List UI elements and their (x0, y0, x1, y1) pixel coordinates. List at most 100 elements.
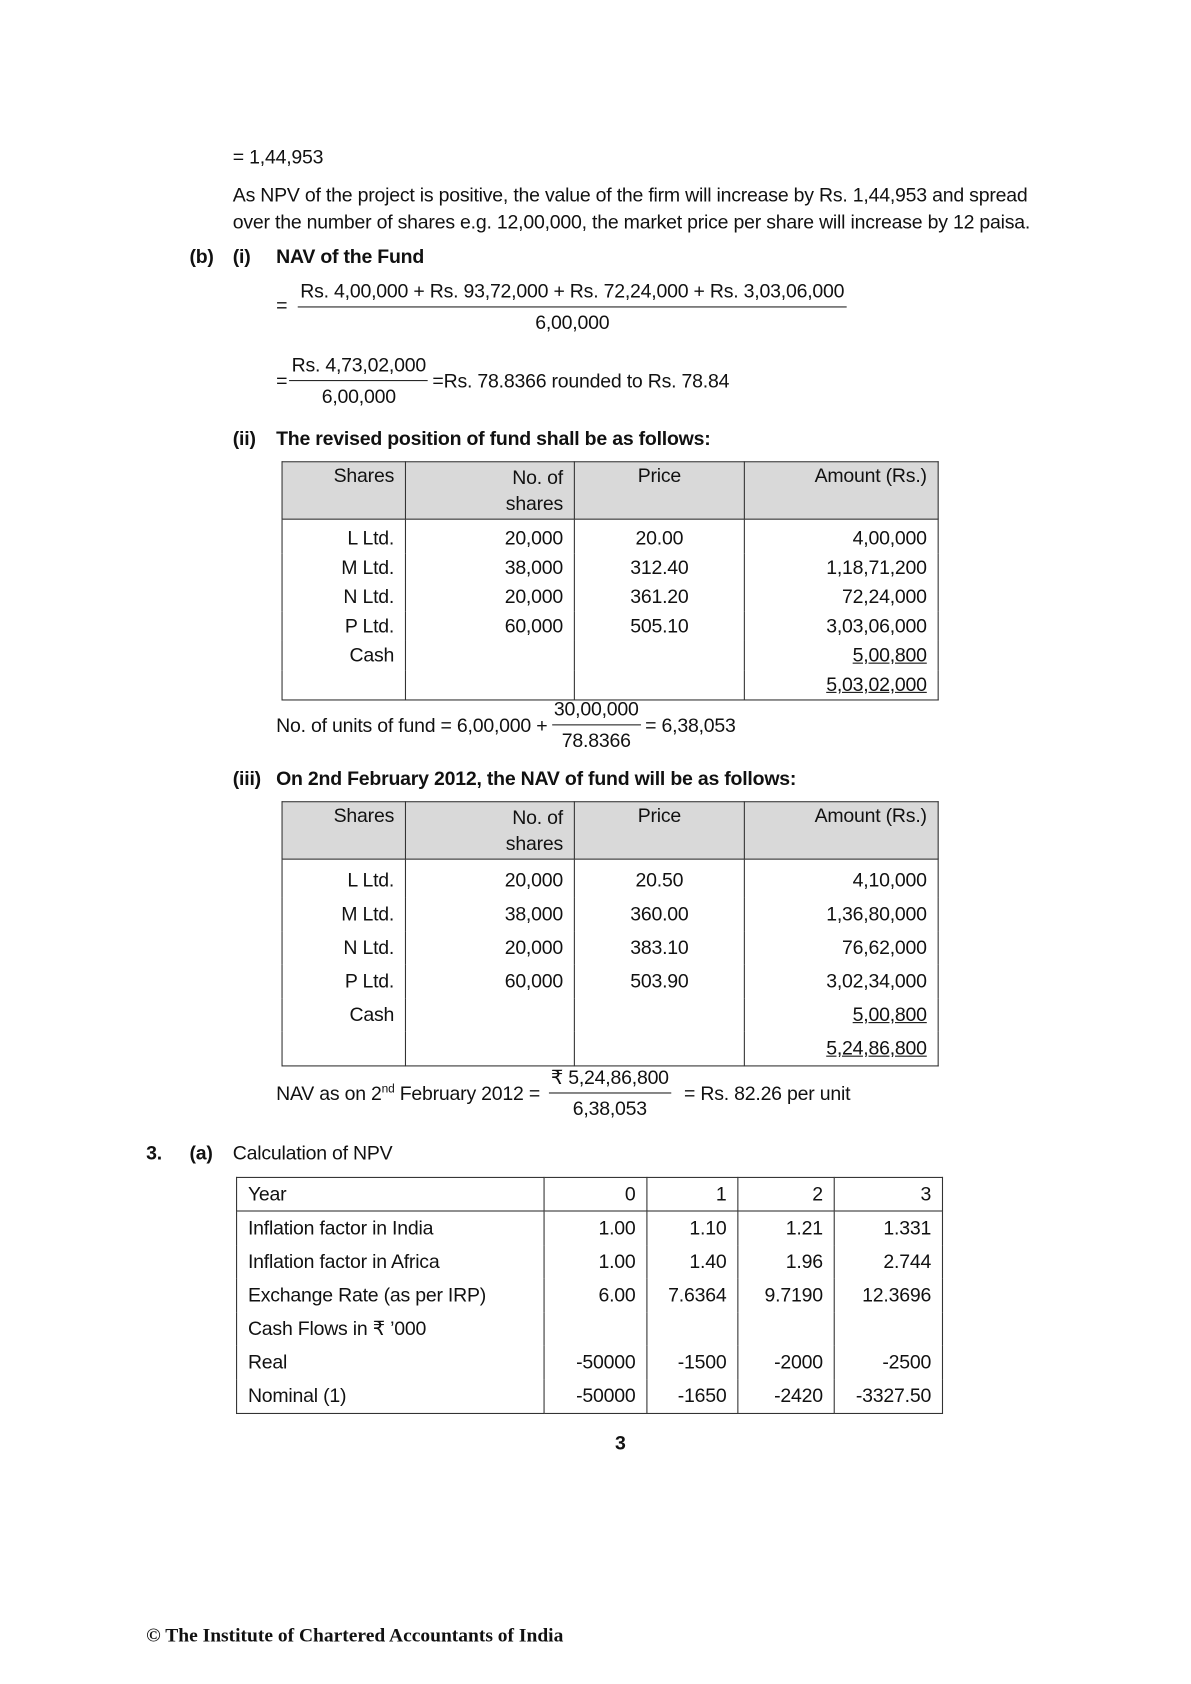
cell: -2000 (737, 1345, 835, 1380)
cell-text: 20.50 (635, 869, 684, 892)
cell: -1500 (646, 1345, 739, 1380)
cell: -3327.50 (833, 1379, 944, 1414)
cell-text: L Ltd. (347, 869, 395, 892)
cell: 5,00,800 (743, 998, 939, 1032)
cell: 20,000 (404, 582, 575, 612)
heading: NAV of the Fund (276, 245, 425, 268)
cell (404, 670, 575, 701)
cell: Inflation factor in India (236, 1211, 545, 1246)
cell-text: 20,000 (504, 869, 564, 892)
table-row: Cash 5,00,800 (281, 998, 939, 1032)
header-cell: 0 (543, 1176, 648, 1212)
cell: 5,03,02,000 (743, 670, 939, 701)
cell: 383.10 (573, 931, 745, 965)
header-cell: Amount (Rs.) (743, 801, 939, 860)
cell (573, 998, 745, 1032)
table-row: M Ltd. 38,000 360.00 1,36,80,000 (281, 897, 939, 932)
cell: L Ltd. (281, 859, 407, 898)
cell: -50000 (543, 1379, 648, 1414)
header-cell: 3 (833, 1176, 944, 1212)
table-row: Cash Flows in ₹ ’000 (236, 1312, 944, 1346)
cell-text: 38,000 (504, 902, 564, 925)
cell: 12.3696 (833, 1278, 944, 1313)
cell-text: 38,000 (504, 556, 564, 579)
total-amount: 5,03,02,000 (826, 673, 927, 696)
cell: 361.20 (573, 582, 745, 612)
cell: -2500 (833, 1345, 944, 1380)
total-amount: 5,24,86,800 (826, 1037, 927, 1059)
header-cell: Price (573, 461, 745, 520)
part-label: (b) (189, 245, 214, 268)
cell: 7.6364 (646, 1278, 739, 1313)
cell-text: 5,00,800 (852, 644, 927, 666)
cell: 4,10,000 (743, 859, 939, 898)
denominator: 78.8366 (561, 729, 631, 752)
cell-text: 1,36,80,000 (826, 902, 927, 925)
fraction: 30,00,000 78.8366 (551, 698, 641, 752)
cell: 503.90 (573, 964, 745, 999)
cell-text: 505.10 (630, 614, 689, 637)
cell-text: 60,000 (504, 614, 564, 637)
cell-text: Cash (349, 1003, 395, 1026)
table-row: Real -50000 -1500 -2000 -2500 (236, 1345, 944, 1380)
cell (543, 1312, 648, 1346)
cell-text: 20,000 (504, 936, 564, 959)
cell: 20,000 (404, 931, 575, 965)
footer: © The Institute of Chartered Accountants… (146, 1624, 564, 1646)
cell: Nominal (1) (236, 1379, 545, 1414)
cell (404, 640, 575, 671)
table-row: M Ltd. 38,000 312.40 1,18,71,200 (281, 553, 939, 583)
cell: 20,000 (404, 519, 575, 554)
cell-text: 1,18,71,200 (826, 556, 927, 579)
cell-text: N Ltd. (343, 585, 395, 608)
cell-text: M Ltd. (341, 556, 395, 579)
fraction: Rs. 4,73,02,000 6,00,000 (289, 354, 429, 408)
page-number: 3 (614, 1432, 626, 1455)
fund-table: Shares No. of shares Price Amount (Rs.) L Lt… (281, 461, 939, 701)
cell-text: 312.40 (630, 556, 689, 579)
cell: 3,03,06,000 (743, 611, 939, 641)
cell (646, 1312, 739, 1346)
cell-text: 5,00,800 (852, 1003, 927, 1026)
cell: Exchange Rate (as per IRP) (236, 1278, 545, 1313)
cell-text: 361.20 (630, 585, 689, 608)
cell-text: 3,03,06,000 (826, 614, 927, 637)
header-text: Price (637, 804, 682, 827)
header-text: No. of shares (505, 466, 564, 515)
cell-text: P Ltd. (344, 970, 395, 992)
lead-text: NAV as on 2 (276, 1082, 382, 1104)
header-cell: Price (573, 801, 745, 860)
cell (404, 998, 575, 1032)
cell: 1,18,71,200 (743, 553, 939, 583)
table-row: Inflation factor in Africa 1.00 1.40 1.96 2.… (236, 1245, 944, 1279)
cell: 1,36,80,000 (743, 897, 939, 932)
cell: Inflation factor in Africa (236, 1245, 545, 1279)
cell: Real (236, 1345, 545, 1380)
equation: NAV as on 2nd February 2012 = ₹ 5,24,86,… (276, 1066, 850, 1120)
equals: = (276, 293, 288, 316)
sub-label: (iii) (232, 767, 261, 790)
cell: 60,000 (404, 964, 575, 999)
table-row: L Ltd. 20,000 20.50 4,10,000 (281, 859, 939, 898)
header-cell: No. of shares (404, 461, 575, 520)
header-text: Price (637, 464, 682, 487)
cell: M Ltd. (281, 897, 407, 932)
result: =Rs. 78.8366 rounded to Rs. 78.84 (432, 369, 730, 392)
cell-text: Cash (349, 644, 395, 666)
cell: 1.331 (833, 1211, 944, 1246)
cell: 2.744 (833, 1245, 944, 1279)
header-cell: Amount (Rs.) (743, 461, 939, 520)
denominator: 6,38,053 (572, 1097, 647, 1120)
table-row: L Ltd. 20,000 20.00 4,00,000 (281, 519, 939, 554)
table-row: Exchange Rate (as per IRP) 6.00 7.6364 9.71… (236, 1278, 944, 1313)
cell: Cash (281, 998, 407, 1032)
cell-text: 20.00 (635, 527, 684, 549)
cell-text: 60,000 (504, 970, 564, 992)
cell: 4,00,000 (743, 519, 939, 554)
cell-text: 72,24,000 (842, 585, 927, 608)
total-row: 5,24,86,800 (281, 1031, 939, 1067)
cell: P Ltd. (281, 964, 407, 999)
cell-text: 20,000 (504, 527, 564, 549)
